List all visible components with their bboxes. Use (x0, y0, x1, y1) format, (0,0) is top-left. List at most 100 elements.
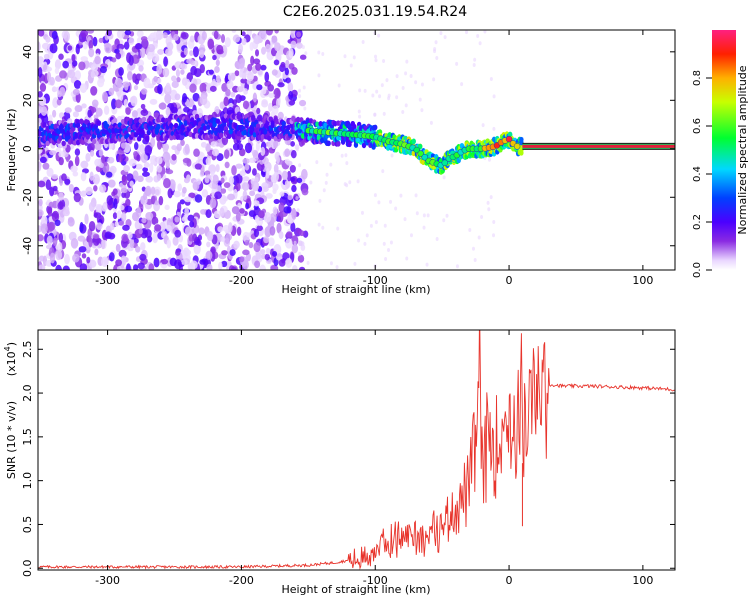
noise-cell (477, 235, 481, 240)
noise-cell (88, 201, 95, 212)
noise-cell (98, 37, 104, 43)
noise-cell (433, 47, 437, 52)
noise-cell (43, 53, 50, 60)
noise-cell (58, 192, 64, 201)
noise-cell (73, 192, 81, 203)
noise-cell (127, 71, 133, 81)
noise-cell (64, 107, 72, 114)
noise-cell (382, 111, 386, 116)
noise-cell (289, 164, 296, 173)
noise-cell (172, 236, 179, 246)
noise-cell (492, 94, 496, 99)
noise-cell (126, 263, 131, 270)
snr-scale-label: (x104) (3, 342, 18, 376)
colorbar-tick-label: 0.8 (692, 70, 703, 86)
noise-cell (223, 96, 229, 107)
noise-cell (387, 247, 391, 252)
noise-cell (136, 175, 144, 183)
noise-cell (192, 92, 200, 102)
noise-cell (62, 60, 69, 69)
spectrogram-xlabel: Height of straight line (km) (281, 283, 430, 296)
noise-cell (301, 168, 308, 180)
noise-cell (238, 69, 244, 78)
noise-cell (235, 182, 241, 192)
noise-cell (281, 170, 288, 181)
noise-cell (429, 120, 433, 125)
noise-cell (377, 33, 381, 38)
noise-cell (72, 88, 80, 96)
noise-cell (188, 192, 196, 199)
noise-cell (318, 198, 322, 203)
noise-cell (52, 237, 58, 247)
noise-cell (283, 206, 291, 214)
noise-cell (115, 259, 122, 267)
noise-cell (74, 155, 80, 167)
ridge-cell (66, 134, 71, 140)
noise-cell (127, 231, 133, 240)
noise-cell (274, 42, 281, 52)
noise-cell (432, 77, 436, 82)
noise-cell (238, 43, 244, 54)
noise-cell (42, 162, 50, 170)
noise-cell (473, 57, 477, 62)
noise-cell (253, 241, 261, 253)
noise-cell (337, 83, 341, 88)
noise-cell (142, 171, 150, 177)
noise-cell (152, 232, 159, 244)
ridge-cell (100, 138, 105, 145)
ridge-cell (281, 120, 286, 127)
noise-cell (150, 195, 156, 205)
noise-cell (62, 209, 70, 217)
noise-cell (352, 55, 356, 60)
noise-cell (79, 221, 84, 233)
ridge-cell (411, 138, 416, 145)
noise-cell (181, 32, 189, 40)
noise-cell (235, 173, 243, 184)
noise-cell (166, 239, 172, 249)
noise-cell (256, 107, 261, 115)
noise-cell (167, 188, 173, 199)
snr-xtick-label: -200 (229, 574, 254, 587)
noise-cell (261, 100, 269, 108)
noise-cell (146, 51, 153, 60)
noise-cell (154, 188, 160, 196)
noise-cell (88, 237, 93, 248)
spec-ytick-label: 0 (21, 145, 34, 152)
noise-cell (220, 34, 226, 43)
noise-cell (242, 100, 250, 110)
snr-series-line (38, 330, 675, 570)
ridge-cell (373, 124, 378, 131)
noise-cell (389, 240, 393, 245)
noise-cell (284, 67, 289, 76)
noise-cell (189, 220, 195, 228)
noise-cell (121, 212, 127, 222)
noise-cell (434, 40, 438, 45)
ridge-cell (112, 117, 118, 124)
noise-cell (112, 188, 118, 196)
noise-cell (80, 56, 89, 62)
noise-cell (144, 144, 152, 156)
noise-cell (291, 243, 299, 254)
noise-cell (287, 194, 293, 201)
noise-cell (273, 87, 281, 99)
noise-cell (39, 96, 47, 107)
noise-cell (180, 259, 188, 265)
noise-cell (38, 67, 43, 78)
noise-cell (206, 263, 213, 270)
noise-cell (278, 231, 284, 240)
noise-cell (145, 175, 154, 183)
noise-cell (492, 126, 496, 131)
noise-cell (108, 87, 115, 96)
noise-cell (340, 153, 344, 158)
noise-cell (264, 226, 272, 238)
noise-cell (113, 198, 118, 210)
noise-cell (353, 261, 357, 266)
noise-cell (216, 44, 224, 55)
noise-cell (219, 101, 225, 110)
noise-cell (265, 193, 273, 199)
ridge-cell (336, 120, 341, 126)
ridge-cell (109, 137, 115, 144)
noise-cell (208, 69, 214, 75)
noise-cell (403, 217, 407, 222)
noise-cell (249, 42, 254, 51)
